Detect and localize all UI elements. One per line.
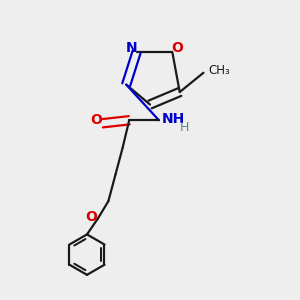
Text: CH₃: CH₃ [209,64,231,77]
Text: N: N [125,41,137,55]
Text: NH: NH [162,112,185,126]
Text: O: O [171,41,183,55]
Text: O: O [91,113,102,127]
Text: O: O [85,210,98,224]
Text: H: H [180,121,189,134]
